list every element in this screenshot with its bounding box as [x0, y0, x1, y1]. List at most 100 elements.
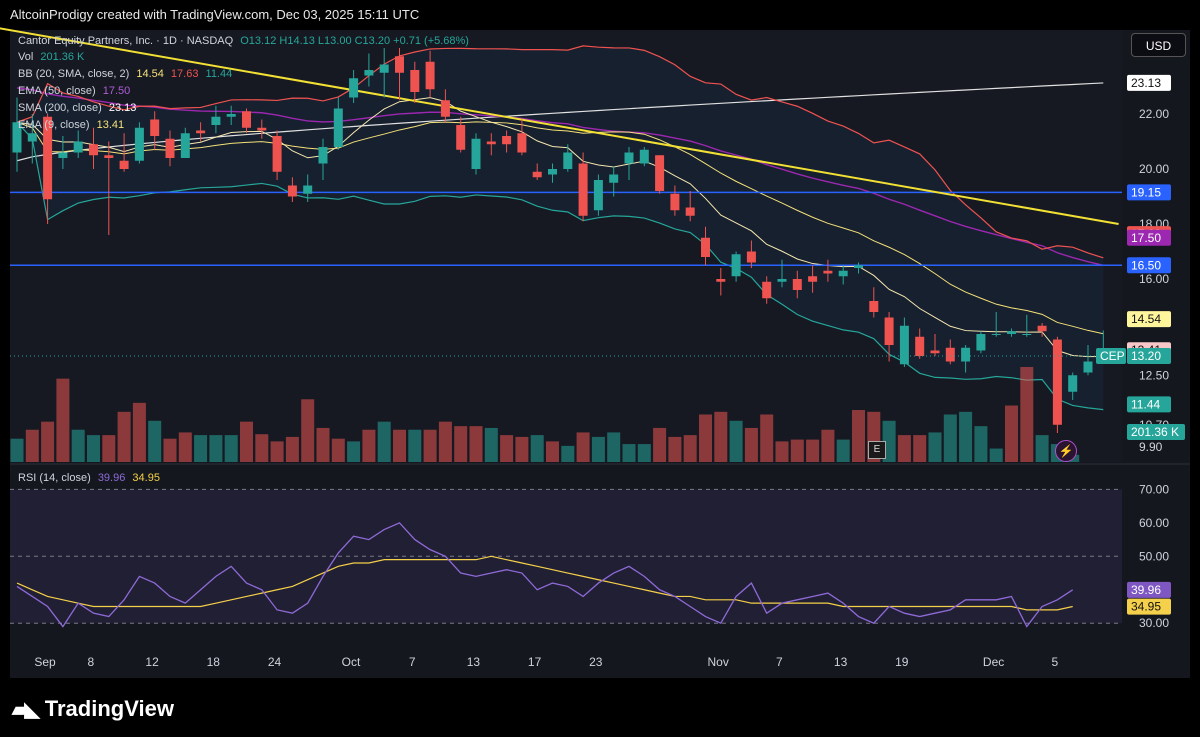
price-label-bg [1127, 184, 1171, 201]
rsi-label: 34.95 [1131, 600, 1161, 614]
volume-bar [102, 435, 116, 462]
candle-body [930, 350, 940, 354]
candle [639, 147, 649, 167]
candle [777, 259, 787, 288]
volume-bar [148, 420, 162, 462]
candle-body [27, 133, 37, 142]
rsi-axis-tick: 60.00 [1139, 516, 1169, 530]
legend-ema9-row[interactable]: EMA (9, close) 13.41 [18, 119, 124, 131]
candle [440, 89, 450, 123]
legend-vol-label: Vol [18, 51, 34, 63]
volume-label: 201.36 K [1131, 425, 1179, 439]
volume-bar [546, 441, 559, 462]
candle [517, 119, 527, 156]
candle-body [486, 141, 496, 145]
candle-body [1037, 325, 1047, 332]
candle [1068, 372, 1078, 400]
candle-body [1052, 339, 1062, 425]
legend-sma200-label: SMA (200, close) [18, 102, 102, 114]
legend-sma200-row[interactable]: SMA (200, close) 23.13 [18, 102, 136, 114]
volume-bar [775, 441, 789, 462]
candle-body [869, 301, 879, 312]
candle [272, 130, 282, 180]
candle [196, 122, 206, 142]
candle-body [685, 207, 695, 216]
candle [655, 155, 665, 194]
candle-body [211, 116, 221, 125]
volume-bar [852, 410, 865, 462]
candle [578, 152, 588, 222]
candle [854, 262, 863, 274]
volume-bar [194, 435, 208, 462]
volume-bar [989, 448, 1003, 462]
footer-brand-text: TradingView [44, 696, 174, 721]
trend-line [0, 27, 1119, 225]
candle-body [563, 152, 573, 169]
ticker-tag: CEP [1100, 349, 1125, 363]
volume-bar [959, 411, 973, 462]
candle [303, 174, 313, 202]
candle [593, 174, 603, 216]
bollinger-band-fill [17, 48, 1104, 410]
candle-body [670, 193, 680, 211]
legend-symbol[interactable]: Cantor Equity Partners, Inc. · 1D · NASD… [18, 35, 234, 47]
footer-brand: ▰◣ TradingView [12, 694, 174, 724]
candle [425, 50, 435, 98]
time-axis-tick: 8 [88, 655, 95, 669]
volume-bar [408, 429, 422, 462]
candle [73, 130, 83, 158]
candle [134, 122, 144, 164]
candle [349, 70, 359, 103]
candle-body [655, 155, 665, 191]
candle [915, 328, 925, 359]
candle-body [808, 276, 818, 282]
volume-bar [821, 429, 835, 462]
candle-body [502, 136, 512, 145]
currency-button[interactable]: USD [1131, 33, 1186, 57]
price-axis-tick: 16.00 [1139, 272, 1169, 286]
candle-body [593, 180, 603, 211]
candle [379, 48, 389, 98]
candle [180, 127, 190, 158]
candle [1037, 323, 1047, 337]
candle-body [287, 185, 297, 197]
volume-bar [469, 426, 483, 462]
candle [1052, 336, 1062, 433]
volume-bar [71, 429, 85, 462]
volume-bar [285, 436, 299, 462]
legend-ohlc: O13.12 H14.13 L13.00 C13.20 +0.71 (+5.68… [240, 35, 469, 47]
price-label: 16.50 [1131, 258, 1161, 272]
legend-vol-row[interactable]: Vol 201.36 K [18, 51, 84, 63]
candle-body [425, 61, 435, 90]
candle [961, 345, 971, 373]
price-label: 13.20 [1131, 349, 1161, 363]
volume-bar [515, 436, 529, 462]
time-axis-tick: 13 [834, 655, 848, 669]
volume-bar [25, 429, 39, 462]
candle [762, 276, 772, 304]
volume-bar [423, 429, 437, 462]
candle-body [915, 336, 925, 356]
legend-bb-row[interactable]: BB (20, SMA, close, 2) 14.54 17.63 11.44 [18, 68, 232, 80]
price-axis-tick: 12.50 [1139, 368, 1169, 382]
candle-body [701, 237, 710, 257]
candle-body [165, 138, 175, 158]
price-label: 14.54 [1131, 312, 1161, 326]
rsi-legend[interactable]: RSI (14, close) 39.96 34.95 [18, 472, 160, 484]
candle-body [104, 155, 114, 158]
price-axis-tick: 9.90 [1139, 440, 1163, 454]
candle-body [89, 144, 98, 156]
volume-bar [132, 402, 146, 462]
legend-ema50-row[interactable]: EMA (50, close) 17.50 [18, 85, 130, 97]
candle-body [303, 185, 313, 194]
volume-bar [1035, 435, 1049, 462]
flash-icon[interactable]: ⚡ [1055, 440, 1077, 462]
earnings-marker[interactable]: E [868, 441, 886, 459]
candle [211, 105, 221, 134]
candle-body [12, 122, 22, 153]
candle [792, 270, 802, 299]
time-axis-tick: 7 [776, 655, 783, 669]
price-label: 19.15 [1131, 185, 1161, 199]
candle [502, 130, 512, 153]
